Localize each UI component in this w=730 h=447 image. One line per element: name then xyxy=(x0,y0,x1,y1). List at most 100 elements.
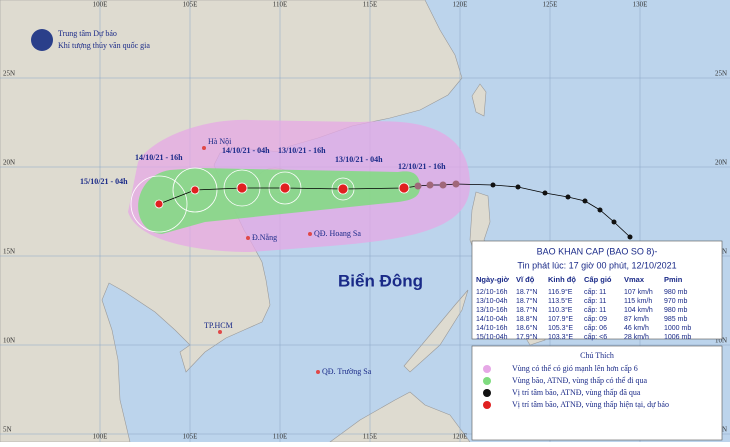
table-cell: cấp: 09 xyxy=(584,314,607,323)
place-label: QĐ. Trường Sa xyxy=(322,367,372,376)
table-cell: 18.6°N xyxy=(516,324,537,332)
table-cell: 18.8°N xyxy=(516,315,537,323)
legend-swatch xyxy=(483,401,491,409)
lat-label: 20N xyxy=(715,159,727,167)
track-line xyxy=(158,183,631,238)
table-cell: cấp: 06 xyxy=(584,323,607,332)
taiwan xyxy=(471,83,487,117)
column-header: Ngày-giờ xyxy=(476,275,510,284)
legend-swatch xyxy=(483,365,491,373)
forecast-storm-icons xyxy=(154,182,410,209)
table-cell: 104 km/h xyxy=(624,307,653,314)
table-cell: 18.7°N xyxy=(516,306,537,314)
table-cell: 28 km/h xyxy=(624,334,649,341)
sea-label: Biển Đông xyxy=(338,271,423,290)
lat-label: 10N xyxy=(3,337,15,345)
info-table: Ngày-giờ Vĩ độ Kinh độ Cấp gió Vmax Pmin 12/10… xyxy=(476,275,691,341)
table-cell: 107 km/h xyxy=(624,289,653,296)
info-box: BAO KHAN CAP (BAO SO 8)- Tin phát lúc: 1… xyxy=(471,240,723,341)
time-label: 14/10/21 - 16h xyxy=(135,153,183,162)
legend-swatch xyxy=(483,389,491,397)
time-label: 13/10/21 - 16h xyxy=(278,146,326,155)
lon-label: 105E xyxy=(183,433,198,441)
table-cell: 985 mb xyxy=(664,316,687,323)
table-cell: 12/10-16h xyxy=(476,289,508,296)
table-cell: 110.3°E xyxy=(548,306,573,314)
table-cell: 46 km/h xyxy=(624,325,649,332)
lon-label: 110E xyxy=(273,1,288,9)
table-cell: 13/10-16h xyxy=(476,307,508,314)
table-cell: cấp: 11 xyxy=(584,305,607,314)
logo xyxy=(31,29,53,51)
table-cell: 18.7°N xyxy=(516,297,537,305)
lon-label: 115E xyxy=(363,1,378,9)
table-cell: 18.7°N xyxy=(516,288,537,296)
lon-label: 120E xyxy=(453,1,468,9)
lat-label: 10N xyxy=(715,337,727,345)
lon-label: 100E xyxy=(93,433,108,441)
table-cell: 103.3°E xyxy=(548,333,573,341)
legend-item: Vị trí tâm bão, ATNĐ, vùng thấp hiện tại… xyxy=(512,400,669,409)
table-cell: 14/10-16h xyxy=(476,325,508,332)
past-positions xyxy=(490,182,633,240)
time-label: 14/10/21 - 04h xyxy=(222,146,270,155)
past-storm-icons xyxy=(414,180,460,190)
table-cell: cấp: 11 xyxy=(584,287,607,296)
lon-label: 115E xyxy=(363,433,378,441)
table-cell: 116.9°E xyxy=(548,288,573,296)
info-panel xyxy=(471,240,723,340)
time-label: 13/10/21 - 04h xyxy=(335,155,383,164)
legend-title: Chú Thích xyxy=(580,351,614,360)
column-header: Kinh độ xyxy=(548,275,576,284)
lon-label: 110E xyxy=(273,433,288,441)
table-cell: 980 mb xyxy=(664,289,687,296)
lat-label: 25N xyxy=(3,70,15,78)
lat-label: 5N xyxy=(3,426,12,434)
table-cell: 1006 mb xyxy=(664,334,691,341)
time-label: 15/10/21 - 04h xyxy=(80,177,128,186)
table-cell: 970 mb xyxy=(664,298,687,305)
lat-label: 15N xyxy=(3,248,15,256)
table-cell: 1000 mb xyxy=(664,325,691,332)
lat-label: 5N xyxy=(718,426,727,434)
column-header: Vmax xyxy=(624,275,645,284)
table-cell: 115 km/h xyxy=(624,298,652,305)
lon-label: 100E xyxy=(93,1,108,9)
legend-item: Vùng có thể có gió mạnh lên hơn cấp 6 xyxy=(512,364,638,373)
table-cell: cấp: <6 xyxy=(584,332,607,341)
table-cell: 15/10-04h xyxy=(476,334,508,341)
table-cell: 980 mb xyxy=(664,307,687,314)
org-name: Trung tâm Dự báo xyxy=(58,29,117,38)
storm-cone xyxy=(138,168,420,234)
place-label: Hà Nội xyxy=(208,137,232,146)
table-cell: 17.9°N xyxy=(516,333,537,341)
table-cell: cấp: 11 xyxy=(584,296,607,305)
org-name: Khí tượng thủy văn quốc gia xyxy=(58,41,150,50)
borneo xyxy=(329,391,471,443)
legend-panel xyxy=(471,345,723,441)
column-header: Cấp gió xyxy=(584,275,612,284)
info-title: BAO KHAN CAP (BAO SO 8)- xyxy=(537,246,658,256)
legend-item: Vùng bão, ATNĐ, vùng thấp có thể đi qua xyxy=(512,376,648,385)
table-cell: 87 km/h xyxy=(624,316,649,323)
table-cell: 113.5°E xyxy=(548,297,573,305)
table-cell: 107.9°E xyxy=(548,315,573,323)
time-label: 12/10/21 - 16h xyxy=(398,162,446,171)
lon-label: 105E xyxy=(183,1,198,9)
table-cell: 105.3°E xyxy=(548,324,573,332)
city-dots xyxy=(202,146,320,374)
column-header: Vĩ độ xyxy=(516,275,535,284)
legend: Chú Thích Vùng có thể có gió mạnh lên hơ… xyxy=(471,345,723,441)
lon-label: 125E xyxy=(543,1,558,9)
lat-label: 25N xyxy=(715,70,727,78)
track-labels: 15/10/21 - 04h 14/10/21 - 16h 14/10/21 -… xyxy=(80,146,446,186)
lon-label: 130E xyxy=(633,1,648,9)
place-label: QĐ. Hoang Sa xyxy=(314,229,361,238)
legend-swatch xyxy=(483,377,491,385)
lon-label: 120E xyxy=(453,433,468,441)
place-label: Đ.Nẵng xyxy=(252,233,277,242)
column-header: Pmin xyxy=(664,275,683,284)
place-label: TP.HCM xyxy=(204,321,233,330)
table-cell: 14/10-04h xyxy=(476,316,508,323)
